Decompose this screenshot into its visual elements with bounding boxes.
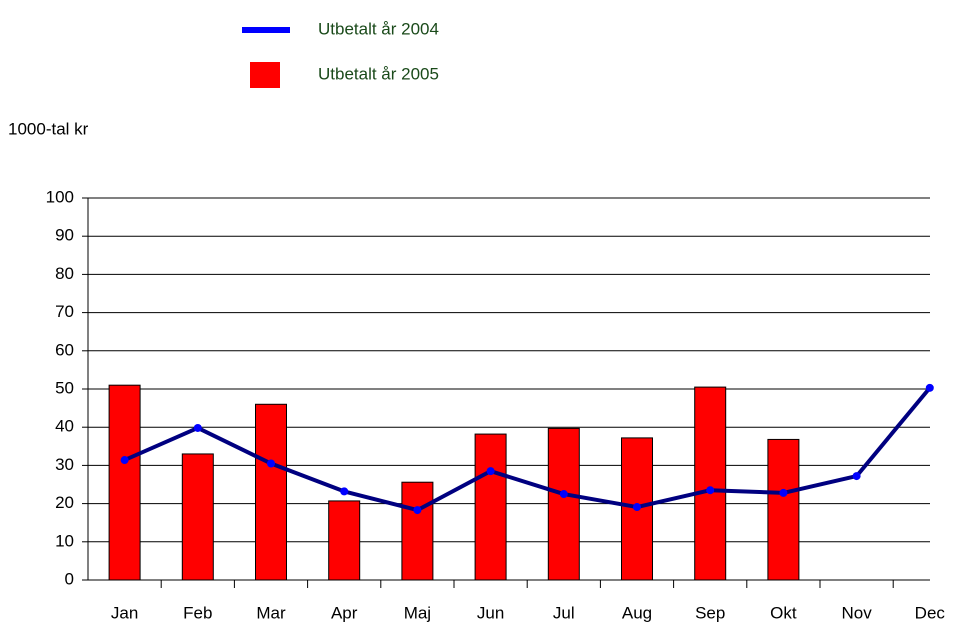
x-tick-label: Feb (183, 603, 212, 622)
y-tick-label: 60 (55, 340, 74, 359)
y-tick-label: 10 (55, 531, 74, 550)
marker (340, 487, 349, 496)
bar (474, 433, 507, 581)
bar (694, 386, 727, 581)
y-axis-label: 1000-tal kr (8, 119, 89, 138)
x-tick-label: Sep (695, 603, 725, 622)
marker (120, 456, 129, 465)
y-tick-label: 50 (55, 378, 74, 397)
x-tick-label: Mar (256, 603, 286, 622)
x-tick-label: Jun (477, 603, 504, 622)
bar (108, 384, 141, 581)
marker (267, 459, 275, 468)
line (123, 386, 932, 513)
marker (633, 503, 641, 512)
marker (852, 472, 861, 481)
legend-label: Utbetalt år 2005 (318, 64, 439, 83)
y-tick-label: 80 (55, 264, 74, 283)
y-tick-label: 90 (55, 226, 74, 245)
marker (559, 490, 568, 499)
bar (767, 438, 800, 581)
legend-swatch (250, 62, 280, 88)
x-tick-label: Jul (553, 603, 575, 622)
bar (547, 427, 580, 581)
y-tick-label: 30 (55, 455, 74, 474)
y-tick-label: 20 (55, 493, 74, 512)
bar (328, 500, 361, 581)
marker (486, 467, 495, 476)
x-tick-label: Aug (622, 603, 652, 622)
bar (181, 453, 214, 581)
y-tick-label: 70 (55, 302, 74, 321)
y-tick-label: 0 (65, 569, 74, 588)
x-tick-label: Jan (111, 603, 138, 622)
marker (925, 383, 934, 392)
marker (413, 506, 422, 515)
x-tick-label: Nov (841, 603, 872, 622)
marker (779, 488, 788, 497)
y-tick-label: 100 (46, 187, 74, 206)
marker (193, 423, 202, 432)
marker (706, 486, 715, 495)
legend-label: Utbetalt år 2004 (318, 19, 439, 38)
x-tick-label: Okt (770, 603, 797, 622)
x-tick-label: Dec (915, 603, 946, 622)
bar (255, 403, 287, 581)
y-tick-label: 40 (55, 417, 74, 436)
bar (401, 481, 434, 581)
x-tick-label: Apr (331, 603, 358, 622)
x-tick-label: Maj (404, 603, 431, 622)
